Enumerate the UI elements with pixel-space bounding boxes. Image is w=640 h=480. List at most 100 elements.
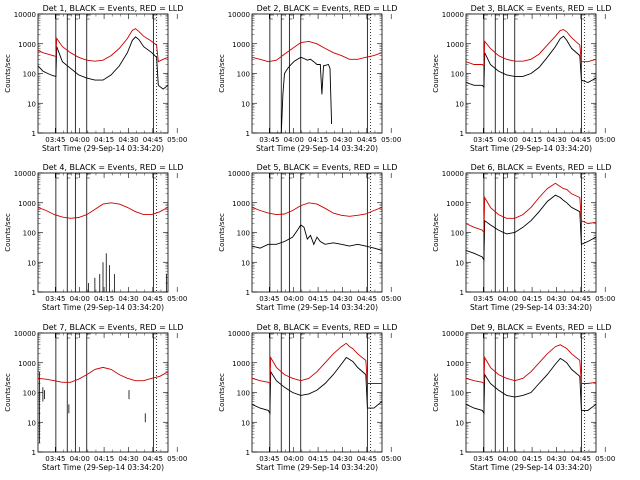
y-tick-label: 10000	[14, 170, 36, 178]
marker-flag	[289, 173, 294, 179]
chart-panel-5: Det 5, BLACK = Events, RED = LLD 1 10 100 10…	[218, 163, 401, 312]
x-tick-label: 04:00	[498, 455, 518, 463]
marker-flag	[269, 333, 274, 339]
x-tick-label: 04:00	[498, 295, 518, 303]
marker-flag	[67, 333, 72, 339]
y-tick-label: 1	[32, 130, 36, 138]
y-tick-label: 1	[32, 449, 36, 457]
y-tick-label: 10000	[442, 170, 464, 178]
marker-flag	[300, 173, 305, 179]
plot-frame	[251, 13, 383, 134]
chart-panel-2: Det 2, BLACK = Events, RED = LLD 1 10 100 10…	[218, 4, 401, 153]
lld-series-line	[251, 202, 383, 217]
x-tick-label: 04:45	[143, 136, 163, 144]
marker-flag	[483, 173, 488, 179]
x-tick-label: 04:15	[308, 295, 328, 303]
events-series-line	[465, 35, 597, 89]
x-tick-label: 03:45	[473, 455, 493, 463]
y-tick-label: 10	[455, 259, 464, 267]
chart-title: Det 6, BLACK = Events, RED = LLD	[471, 163, 612, 172]
x-tick-label: 05:00	[595, 455, 615, 463]
marker-flag	[503, 333, 508, 339]
x-tick-label: 04:00	[498, 136, 518, 144]
y-tick-label: 10000	[14, 330, 36, 338]
y-tick-label: 100	[451, 230, 464, 238]
marker-flag	[289, 333, 294, 339]
y-tick-label: 1000	[18, 360, 36, 368]
lld-series-line	[465, 182, 597, 234]
x-axis-label: Start Time (29-Sep-14 03:34:20)	[470, 463, 592, 472]
events-series-line	[37, 36, 169, 90]
marker-flag	[495, 173, 500, 179]
x-tick-label: 04:30	[332, 136, 352, 144]
y-axis-label: Counts/sec	[218, 213, 226, 252]
y-tick-label: 10	[27, 100, 36, 108]
marker-flag	[269, 14, 274, 20]
y-tick-label: 10000	[442, 11, 464, 19]
marker-flag	[495, 333, 500, 339]
y-tick-label: 1000	[446, 360, 464, 368]
marker-flag	[269, 173, 274, 179]
x-tick-label: 04:45	[357, 136, 377, 144]
x-tick-label: 05:00	[595, 136, 615, 144]
chart-title: Det 9, BLACK = Events, RED = LLD	[471, 323, 612, 332]
x-axis-label: Start Time (29-Sep-14 03:34:20)	[256, 303, 378, 312]
x-tick-label: 04:15	[522, 455, 542, 463]
lld-series-line	[465, 29, 597, 67]
marker-flag	[503, 14, 508, 20]
y-tick-label: 1000	[18, 200, 36, 208]
x-tick-label: 04:45	[571, 295, 591, 303]
y-tick-label: 10000	[228, 170, 250, 178]
x-tick-label: 04:30	[546, 136, 566, 144]
x-tick-label: 04:15	[522, 295, 542, 303]
y-axis-label: Counts/sec	[4, 54, 12, 93]
marker-flag	[55, 333, 60, 339]
x-tick-label: 04:00	[284, 295, 304, 303]
y-tick-label: 100	[451, 390, 464, 398]
marker-flag	[86, 14, 91, 20]
y-tick-label: 100	[237, 390, 250, 398]
x-tick-label: 05:00	[595, 295, 615, 303]
x-tick-label: 04:15	[94, 455, 114, 463]
x-tick-label: 04:00	[70, 136, 90, 144]
marker-flag	[75, 14, 80, 20]
plot-frame	[37, 332, 169, 453]
marker-flag	[514, 173, 519, 179]
x-axis-label: Start Time (29-Sep-14 03:34:20)	[256, 144, 378, 153]
y-tick-label: 10	[455, 100, 464, 108]
x-tick-label: 04:30	[118, 295, 138, 303]
y-tick-label: 10000	[228, 330, 250, 338]
y-tick-label: 100	[237, 71, 250, 79]
x-tick-label: 04:30	[118, 455, 138, 463]
y-tick-label: 10000	[228, 11, 250, 19]
x-tick-label: 04:45	[357, 455, 377, 463]
x-axis-label: Start Time (29-Sep-14 03:34:20)	[470, 303, 592, 312]
y-tick-label: 10	[27, 259, 36, 267]
y-tick-label: 100	[237, 230, 250, 238]
y-tick-label: 100	[23, 71, 36, 79]
x-tick-label: 04:30	[546, 455, 566, 463]
y-axis-label: Counts/sec	[218, 373, 226, 412]
x-tick-label: 04:45	[571, 455, 591, 463]
marker-flag	[67, 173, 72, 179]
marker-flag	[483, 14, 488, 20]
y-tick-label: 100	[23, 390, 36, 398]
y-tick-label: 1	[460, 289, 464, 297]
y-tick-label: 1000	[446, 41, 464, 49]
x-tick-label: 05:00	[167, 136, 187, 144]
marker-flag	[75, 333, 80, 339]
y-axis-label: Counts/sec	[432, 373, 440, 412]
marker-flag	[495, 14, 500, 20]
y-tick-label: 10	[241, 100, 250, 108]
x-tick-label: 04:30	[332, 455, 352, 463]
x-tick-label: 03:45	[473, 136, 493, 144]
lld-series-line	[37, 366, 169, 383]
lld-series-line	[251, 40, 383, 63]
x-tick-label: 03:45	[259, 295, 279, 303]
x-tick-label: 04:30	[546, 295, 566, 303]
lld-series-line	[465, 344, 597, 385]
chart-panel-9: Det 9, BLACK = Events, RED = LLD 1 10 100 10…	[432, 323, 615, 472]
lld-series-line	[37, 28, 169, 63]
y-tick-label: 1	[32, 289, 36, 297]
x-axis-label: Start Time (29-Sep-14 03:34:20)	[470, 144, 592, 153]
